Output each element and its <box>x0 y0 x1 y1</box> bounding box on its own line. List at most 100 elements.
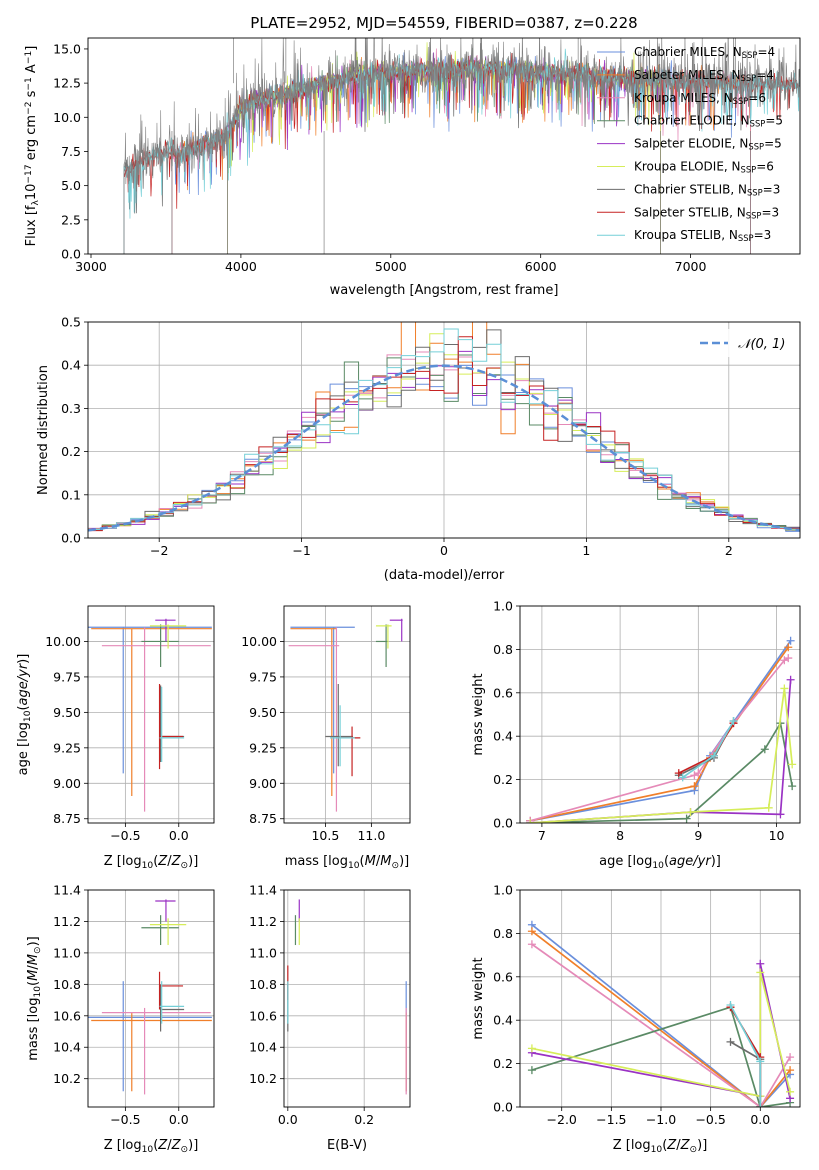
errorbar-kroupa_elodie <box>149 624 187 649</box>
label-part: 10 <box>652 861 664 871</box>
x-axis-label: Z [log10(Z/Z⊙)] <box>104 854 199 871</box>
weight-line-kroupa_elodie <box>531 972 791 1098</box>
y-tick-label: 9.00 <box>53 776 81 791</box>
axes-frame <box>283 889 411 1108</box>
label-part: Z <box>680 1138 691 1153</box>
label-part: SSP <box>733 96 749 106</box>
legend-label-chabrier_stelib: Chabrier STELIB, NSSP=3 <box>634 182 780 197</box>
label-part: M <box>26 970 41 981</box>
label-part: −1 <box>24 51 34 64</box>
label-part: erg cm <box>24 115 39 164</box>
errorbar-chabrier_stelib <box>160 685 185 763</box>
label-part: M <box>365 854 376 869</box>
errorbar-salpeter_stelib <box>338 726 361 777</box>
y-tick-label: 9.25 <box>249 740 277 755</box>
plot-area <box>123 38 800 254</box>
mass_vs_Z-axes: −0.5 0.0 10.2 10.4 10.6 10.8 11.0 11.2 11.4 Z [lo… <box>26 883 215 1155</box>
label-part: Kroupa STELIB, <box>634 228 729 242</box>
y-axis-label: Normed distribution <box>36 365 51 495</box>
label-part: SSP <box>741 165 757 175</box>
label-part: Salpeter STELIB, <box>634 205 737 219</box>
y-tick-label: 11.4 <box>53 883 81 898</box>
x-tick-label: 2 <box>725 543 733 558</box>
label-part: ( <box>664 854 669 869</box>
weight-line-kroupa_elodie <box>530 688 794 823</box>
weight-marker-kroupa_miles <box>694 769 703 778</box>
label-part: / <box>167 1138 172 1153</box>
label-part: )] <box>188 854 198 869</box>
label-part: ⊙ <box>391 861 399 871</box>
label-part: ( <box>360 854 365 869</box>
label-part: N <box>729 228 738 242</box>
weight-marker-kroupa_elodie <box>526 819 535 823</box>
grid <box>284 606 410 823</box>
x-tick-label: 0 <box>440 543 448 558</box>
y-tick-label: 10.00 <box>241 634 277 649</box>
y-axis-label: Flux [fλ10−17 erg cm−2 s−1 A−1] <box>24 46 41 247</box>
legend-label-salpeter_elodie: Salpeter ELODIE, NSSP=5 <box>634 137 782 152</box>
label-part: =6 <box>756 160 774 174</box>
y-tick-label: 10.6 <box>249 1008 277 1023</box>
label-part: SSP <box>747 188 763 198</box>
x-tick-label: 1 <box>582 543 590 558</box>
errorbar-salpeter_stelib <box>158 971 184 1010</box>
x-tick-label: 10 <box>769 828 785 843</box>
weight-marker-salpeter_stelib <box>674 769 683 778</box>
x-axis-label: age [log10(age/yr)] <box>599 854 721 871</box>
y-tick-label: 10.8 <box>53 977 81 992</box>
y-tick-label: 10.6 <box>53 1008 81 1023</box>
label-part: Z <box>157 854 168 869</box>
x-axis-label: (data-model)/error <box>384 568 505 583</box>
y-tick-label: 15.0 <box>53 41 81 56</box>
axes-frame <box>87 321 801 539</box>
weight-marker-kroupa_elodie <box>764 803 773 812</box>
label-part: −1 <box>24 77 34 90</box>
label-part: Kroupa MILES, <box>634 91 724 105</box>
weight-line-chabrier_elodie <box>531 1006 791 1107</box>
label-part: Z <box>171 854 182 869</box>
label-part: Chabrier STELIB, <box>634 182 738 196</box>
errorbar-kroupa_miles <box>101 1007 211 1095</box>
y-tick-label: 11.4 <box>249 883 277 898</box>
x-axis-label: wavelength [Angstrom, rest frame] <box>330 283 559 298</box>
label-part: ( <box>26 981 41 986</box>
errorbar-chabrier_elodie <box>375 624 388 667</box>
y-tick-label: 9.50 <box>53 705 81 720</box>
y-tick-label: 0.4 <box>61 358 81 373</box>
label-part: s <box>24 90 39 101</box>
x-tick-label: −1.5 <box>596 1112 626 1127</box>
weight-marker-chabrier_elodie <box>788 782 797 791</box>
label-part: N <box>741 114 750 128</box>
label-part: =6 <box>748 91 766 105</box>
label-part: SSP <box>746 211 762 221</box>
weight-marker-kroupa_elodie <box>788 760 797 769</box>
label-part: =5 <box>764 137 782 151</box>
label-part: ⊙ <box>33 946 43 954</box>
label-part: ( <box>16 705 31 710</box>
y-tick-label: 0.1 <box>61 487 81 502</box>
weight-marker-kroupa_elodie <box>756 968 765 977</box>
chart-title: PLATE=2952, MJD=54559, FIBERID=0387, z=0… <box>250 14 637 32</box>
y-tick-label: 9.25 <box>53 740 81 755</box>
weight-marker-kroupa_miles <box>786 1053 795 1062</box>
x-tick-label: −2.0 <box>547 1112 577 1127</box>
label-part: ( <box>153 1138 158 1153</box>
label-part: age [log <box>599 854 652 869</box>
label-part: N <box>732 68 741 82</box>
y-tick-label: 11.0 <box>53 945 81 960</box>
label-part: N <box>733 45 742 59</box>
label-part: 10 <box>24 184 39 201</box>
plot-area <box>88 618 212 812</box>
age_vs_mass-axes: 10.5 11.0 8.75 9.00 9.25 9.50 9.75 10.00 mass [l… <box>241 605 411 871</box>
plot-area <box>288 618 403 812</box>
x-tick-label: −0.5 <box>695 1112 725 1127</box>
y-tick-label: 0.4 <box>493 1013 513 1028</box>
y-axis-label: mass [log10(M/M⊙)] <box>26 936 43 1060</box>
x-axis-label: mass [log10(M/M⊙)] <box>285 854 409 871</box>
label-part: N <box>737 205 746 219</box>
residuals-axes: −2 −1 0 1 2 0.0 0.1 0.2 0.3 0.4 0.5 𝒩(0, 1) (data-mo… <box>36 315 801 583</box>
weight-marker-kroupa_stelib <box>756 1057 765 1066</box>
errorbar-chabrier_stelib <box>325 684 353 767</box>
errorbar-chabrier_miles <box>88 626 212 774</box>
legend-box <box>692 329 795 357</box>
